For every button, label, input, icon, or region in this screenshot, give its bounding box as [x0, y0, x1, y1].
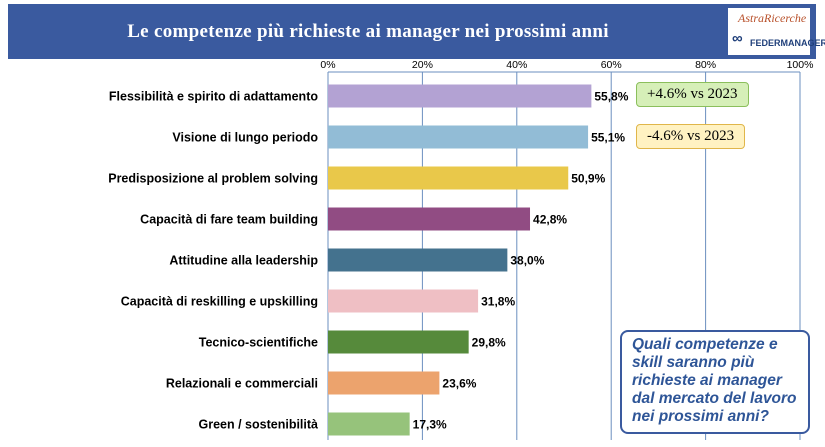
bar [328, 248, 508, 272]
value-label: 38,0% [510, 254, 544, 268]
category-label: Flessibilità e spirito di adattamento [109, 90, 318, 104]
x-tick-label: 0% [320, 59, 335, 71]
value-label: 50,9% [571, 172, 605, 186]
federmanager-emblem-icon: ∞ [732, 30, 743, 47]
x-tick-label: 40% [506, 59, 527, 71]
header-banner: Le competenze più richieste ai manager n… [8, 4, 825, 59]
bar [328, 412, 410, 436]
category-label: Relazionali e commerciali [166, 377, 318, 391]
category-label: Predisposizione al problem solving [108, 172, 318, 186]
category-label: Green / sostenibilità [199, 418, 319, 432]
category-label: Attitudine alla leadership [169, 254, 318, 268]
change-note-flessibilita: +4.6% vs 2023 [636, 82, 749, 107]
category-label: Tecnico-scientifiche [199, 336, 318, 350]
bar [328, 125, 589, 149]
value-label: 55,1% [591, 131, 625, 145]
x-tick-label: 100% [787, 59, 814, 71]
change-note-visione: -4.6% vs 2023 [636, 124, 746, 149]
bar [328, 330, 469, 354]
x-tick-label: 80% [695, 59, 716, 71]
x-tick-label: 60% [601, 59, 622, 71]
bar [328, 207, 531, 231]
value-label: 55,8% [594, 90, 628, 104]
category-label: Capacità di fare team building [140, 213, 318, 227]
bar [328, 166, 569, 190]
bar [328, 371, 440, 395]
question-box: Quali competenze e skill saranno più ric… [620, 330, 810, 434]
value-label: 29,8% [472, 336, 506, 350]
value-label: 17,3% [413, 418, 447, 432]
bar [328, 84, 592, 108]
logo: AstraRicerche ∞ FEDERMANAGER [728, 8, 825, 55]
x-tick-label: 20% [412, 59, 433, 71]
category-label: Visione di lungo periodo [172, 131, 318, 145]
value-label: 42,8% [533, 213, 567, 227]
bar [328, 289, 479, 313]
value-label: 23,6% [442, 377, 476, 391]
category-label: Capacità di reskilling e upskilling [121, 295, 318, 309]
chart-title: Le competenze più richieste ai manager n… [127, 21, 609, 42]
logo-federmanager: FEDERMANAGER [750, 38, 825, 48]
logo-astraricerche: AstraRicerche [738, 11, 807, 25]
value-label: 31,8% [481, 295, 515, 309]
